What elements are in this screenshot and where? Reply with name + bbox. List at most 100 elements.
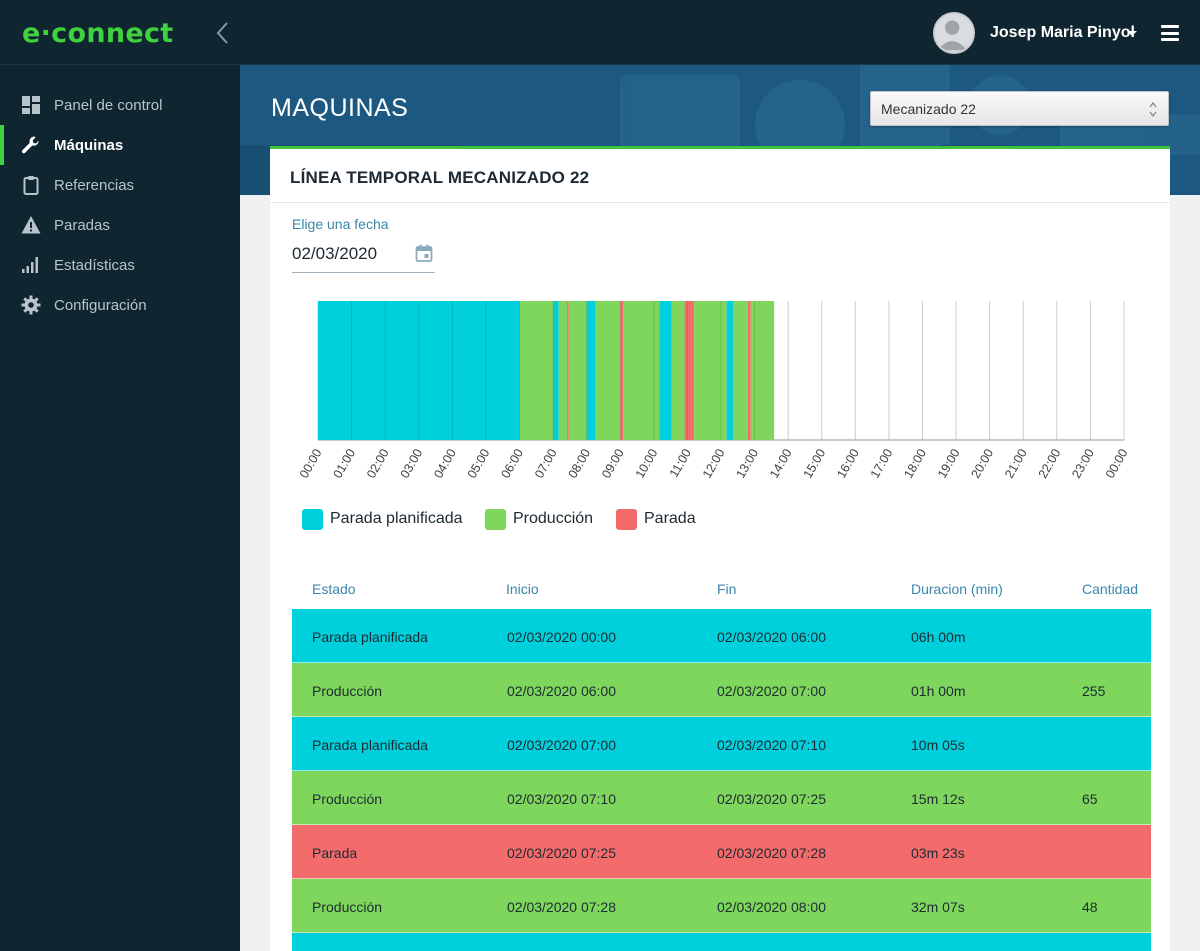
sidebar-item-label: Paradas [54, 216, 110, 234]
x-tick-label: 16:00 [834, 446, 862, 480]
top-bar: e·connect Josep Maria Pinyol [0, 0, 1200, 65]
table-row[interactable]: Parada planificada 02/03/2020 00:00 02/03/… [292, 609, 1151, 663]
cell-duracion: 32m 07s [911, 899, 965, 915]
timeline-segment-produccion[interactable] [568, 301, 587, 440]
x-tick-label: 10:00 [633, 446, 661, 480]
table-header: Estado Inicio Fin Duracion (min) Cantida… [292, 573, 1151, 609]
timeline-segment-parada[interactable] [747, 301, 751, 440]
sidebar-item-configuracion[interactable]: Configuración [0, 285, 240, 325]
gear-icon [21, 295, 41, 315]
cell-duracion: 03m 23s [911, 845, 965, 861]
cell-cantidad: 65 [1082, 791, 1098, 807]
timeline-segment-produccion[interactable] [558, 301, 568, 440]
cell-cantidad: 255 [1082, 683, 1106, 699]
cell-fin: 02/03/2020 08:00 [717, 899, 826, 915]
events-table: Estado Inicio Fin Duracion (min) Cantida… [292, 573, 1151, 951]
dashboard-icon [22, 96, 40, 114]
x-tick-label: 13:00 [733, 446, 761, 480]
x-tick-label: 22:00 [1036, 446, 1064, 480]
x-tick-label: 23:00 [1069, 446, 1097, 480]
timeline-chart: 00:00 01:00 02:00 03:00 04:00 05:00 06:00 07:00… [300, 301, 1131, 481]
cell-fin: 02/03/2020 07:10 [717, 737, 826, 753]
chevron-left-icon[interactable] [212, 20, 234, 46]
timeline-segment-produccion[interactable] [623, 301, 660, 440]
table-row[interactable]: Producción 02/03/2020 07:28 02/03/2020 08:… [292, 879, 1151, 933]
x-tick-label: 14:00 [767, 446, 795, 480]
brand-logo[interactable]: e·connect [22, 18, 174, 49]
column-header-fin[interactable]: Fin [717, 581, 737, 597]
sidebar-item-label: Panel de control [54, 96, 163, 114]
sidebar-item-label: Referencias [54, 176, 135, 194]
sidebar-item-paradas[interactable]: Paradas [0, 205, 240, 245]
table-row[interactable]: Producción 02/03/2020 06:00 02/03/2020 07:… [292, 663, 1151, 717]
x-tick-label: 01:00 [330, 446, 358, 480]
x-tick-label: 15:00 [801, 446, 829, 480]
caret-down-icon[interactable] [1127, 31, 1137, 36]
cell-cantidad: 48 [1082, 899, 1098, 915]
up-down-arrows-icon [1149, 101, 1157, 118]
calendar-icon[interactable] [415, 244, 433, 262]
x-tick-label: 03:00 [398, 446, 426, 480]
x-tick-label: 17:00 [868, 446, 896, 480]
timeline-card: LÍNEA TEMPORAL MECANIZADO 22 Elige una f… [270, 146, 1170, 951]
timeline-segment-parada-planificada[interactable] [586, 301, 596, 440]
timeline-segment-produccion[interactable] [595, 301, 621, 440]
column-header-estado[interactable]: Estado [312, 581, 356, 597]
user-name[interactable]: Josep Maria Pinyol [990, 24, 1135, 41]
x-tick-label: 02:00 [364, 446, 392, 480]
x-tick-label: 11:00 [667, 446, 694, 479]
timeline-segment-parada-planificada[interactable] [659, 301, 672, 440]
timeline-segment-parada[interactable] [567, 301, 569, 440]
column-header-inicio[interactable]: Inicio [506, 581, 539, 597]
avatar[interactable] [933, 12, 975, 54]
timeline-segment-produccion[interactable] [519, 301, 554, 440]
legend-label: Parada [644, 510, 696, 527]
timeline-segment-parada-planificada[interactable] [726, 301, 734, 440]
cell-estado: Parada [312, 845, 358, 861]
cell-inicio: 02/03/2020 07:10 [507, 791, 616, 807]
x-tick-label: 06:00 [498, 446, 526, 480]
x-tick-label: 09:00 [599, 446, 627, 480]
cell-duracion: 10m 05s [911, 737, 965, 753]
timeline-segment-parada-planificada[interactable] [553, 301, 559, 440]
cell-inicio: 02/03/2020 07:00 [507, 737, 616, 753]
sidebar-item-panel-de-control[interactable]: Panel de control [0, 85, 240, 125]
sidebar-item-referencias[interactable]: Referencias [0, 165, 240, 205]
legend-item-produccion: Producción [485, 508, 593, 530]
column-header-cantidad[interactable]: Cantidad [1082, 581, 1139, 597]
cell-estado: Producción [312, 899, 383, 915]
machine-select[interactable]: Mecanizado 22 [870, 91, 1169, 126]
column-header-duracion[interactable]: Duracion (min) [911, 581, 1003, 597]
hamburger-menu-icon[interactable] [1161, 25, 1179, 41]
x-tick-label: 18:00 [901, 446, 929, 480]
legend-item-parada: Parada [616, 508, 696, 530]
table-row[interactable]: Parada 02/03/2020 07:25 02/03/2020 07:28 03… [292, 825, 1151, 879]
table-row[interactable]: Producción 02/03/2020 07:10 02/03/2020 07:… [292, 771, 1151, 825]
x-tick-label: 08:00 [565, 446, 593, 480]
cell-fin: 02/03/2020 07:25 [717, 791, 826, 807]
timeline-segment-produccion[interactable] [671, 301, 685, 440]
cell-estado: Parada planificada [312, 737, 428, 753]
x-tick-label: 00:00 [300, 446, 325, 480]
cell-fin: 02/03/2020 07:00 [717, 683, 826, 699]
user-silhouette-icon [937, 20, 967, 51]
timeline-segment-parada[interactable] [620, 301, 624, 440]
table-row[interactable] [292, 933, 1151, 951]
sidebar-item-label: Configuración [54, 296, 147, 314]
sidebar-item-label: Estadísticas [54, 256, 135, 274]
sidebar-item-estadisticas[interactable]: Estadísticas [0, 245, 240, 285]
cell-fin: 02/03/2020 06:00 [717, 629, 826, 645]
timeline-segment-parada-planificada[interactable] [318, 301, 520, 440]
timeline-segment-produccion[interactable] [750, 301, 775, 440]
legend-label: Parada planificada [330, 510, 463, 527]
warning-icon [21, 216, 41, 234]
sidebar: Panel de control Máquinas Referencias Pa… [0, 65, 240, 951]
x-tick-label: 21:00 [1002, 446, 1030, 480]
timeline-segment-produccion[interactable] [733, 301, 748, 440]
sidebar-item-maquinas[interactable]: Máquinas [0, 125, 240, 165]
date-picker-input[interactable]: 02/03/2020 [292, 244, 378, 263]
timeline-segment-produccion[interactable] [694, 301, 727, 440]
cell-duracion: 06h 00m [911, 629, 966, 645]
table-row[interactable]: Parada planificada 02/03/2020 07:00 02/03/… [292, 717, 1151, 771]
timeline-segment-parada[interactable] [684, 301, 695, 440]
